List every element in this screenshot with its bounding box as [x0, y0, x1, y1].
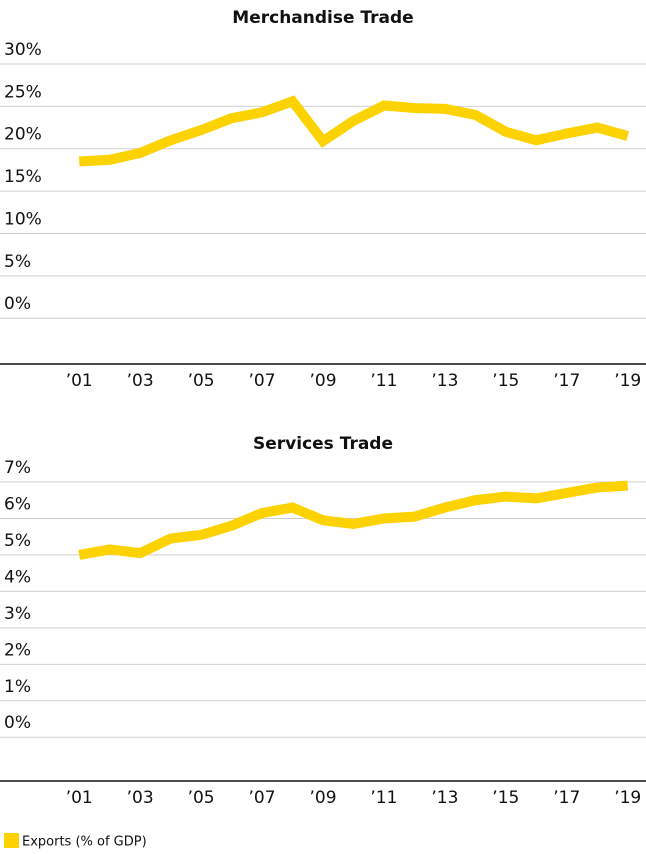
x-tick-label: ’05 [188, 788, 215, 808]
y-tick-label: 6% [4, 494, 31, 514]
y-tick-label: 1% [4, 677, 31, 697]
x-tick-label: ’11 [370, 371, 397, 391]
x-tick-label: ’07 [249, 371, 276, 391]
x-tick-label: ’03 [127, 371, 154, 391]
y-tick-label: 20% [4, 125, 42, 145]
x-tick-label: ’19 [614, 371, 641, 391]
y-tick-label: 7% [4, 458, 31, 478]
x-tick-label: ’19 [614, 788, 641, 808]
y-tick-label: 0% [4, 294, 31, 314]
x-tick-label: ’09 [309, 371, 336, 391]
x-tick-label: ’11 [370, 788, 397, 808]
x-tick-label: ’09 [309, 788, 336, 808]
y-tick-label: 4% [4, 567, 31, 587]
legend-label: Exports (% of GDP) [22, 835, 147, 850]
x-tick-label: ’15 [492, 371, 519, 391]
x-tick-label: ’17 [553, 371, 580, 391]
y-tick-label: 10% [4, 209, 42, 229]
x-tick-label: ’13 [431, 371, 458, 391]
x-tick-label: ’01 [66, 371, 93, 391]
y-tick-label: 25% [4, 82, 42, 102]
y-tick-label: 15% [4, 167, 42, 187]
x-tick-label: ’01 [66, 788, 93, 808]
y-tick-label: 5% [4, 531, 31, 551]
y-tick-label: 30% [4, 40, 42, 60]
y-tick-label: 0% [4, 713, 31, 733]
data-line [78, 95, 630, 167]
x-tick-label: ’07 [249, 788, 276, 808]
chart-title: Merchandise Trade [232, 8, 413, 28]
x-tick-label: ’05 [188, 371, 215, 391]
chart-title: Services Trade [253, 434, 393, 454]
data-line [78, 480, 629, 560]
x-tick-label: ’03 [127, 788, 154, 808]
y-tick-label: 5% [4, 252, 31, 272]
y-tick-label: 3% [4, 604, 31, 624]
x-tick-label: ’13 [431, 788, 458, 808]
legend-swatch [4, 833, 19, 848]
x-tick-label: ’15 [492, 788, 519, 808]
x-tick-label: ’17 [553, 788, 580, 808]
y-tick-label: 2% [4, 640, 31, 660]
